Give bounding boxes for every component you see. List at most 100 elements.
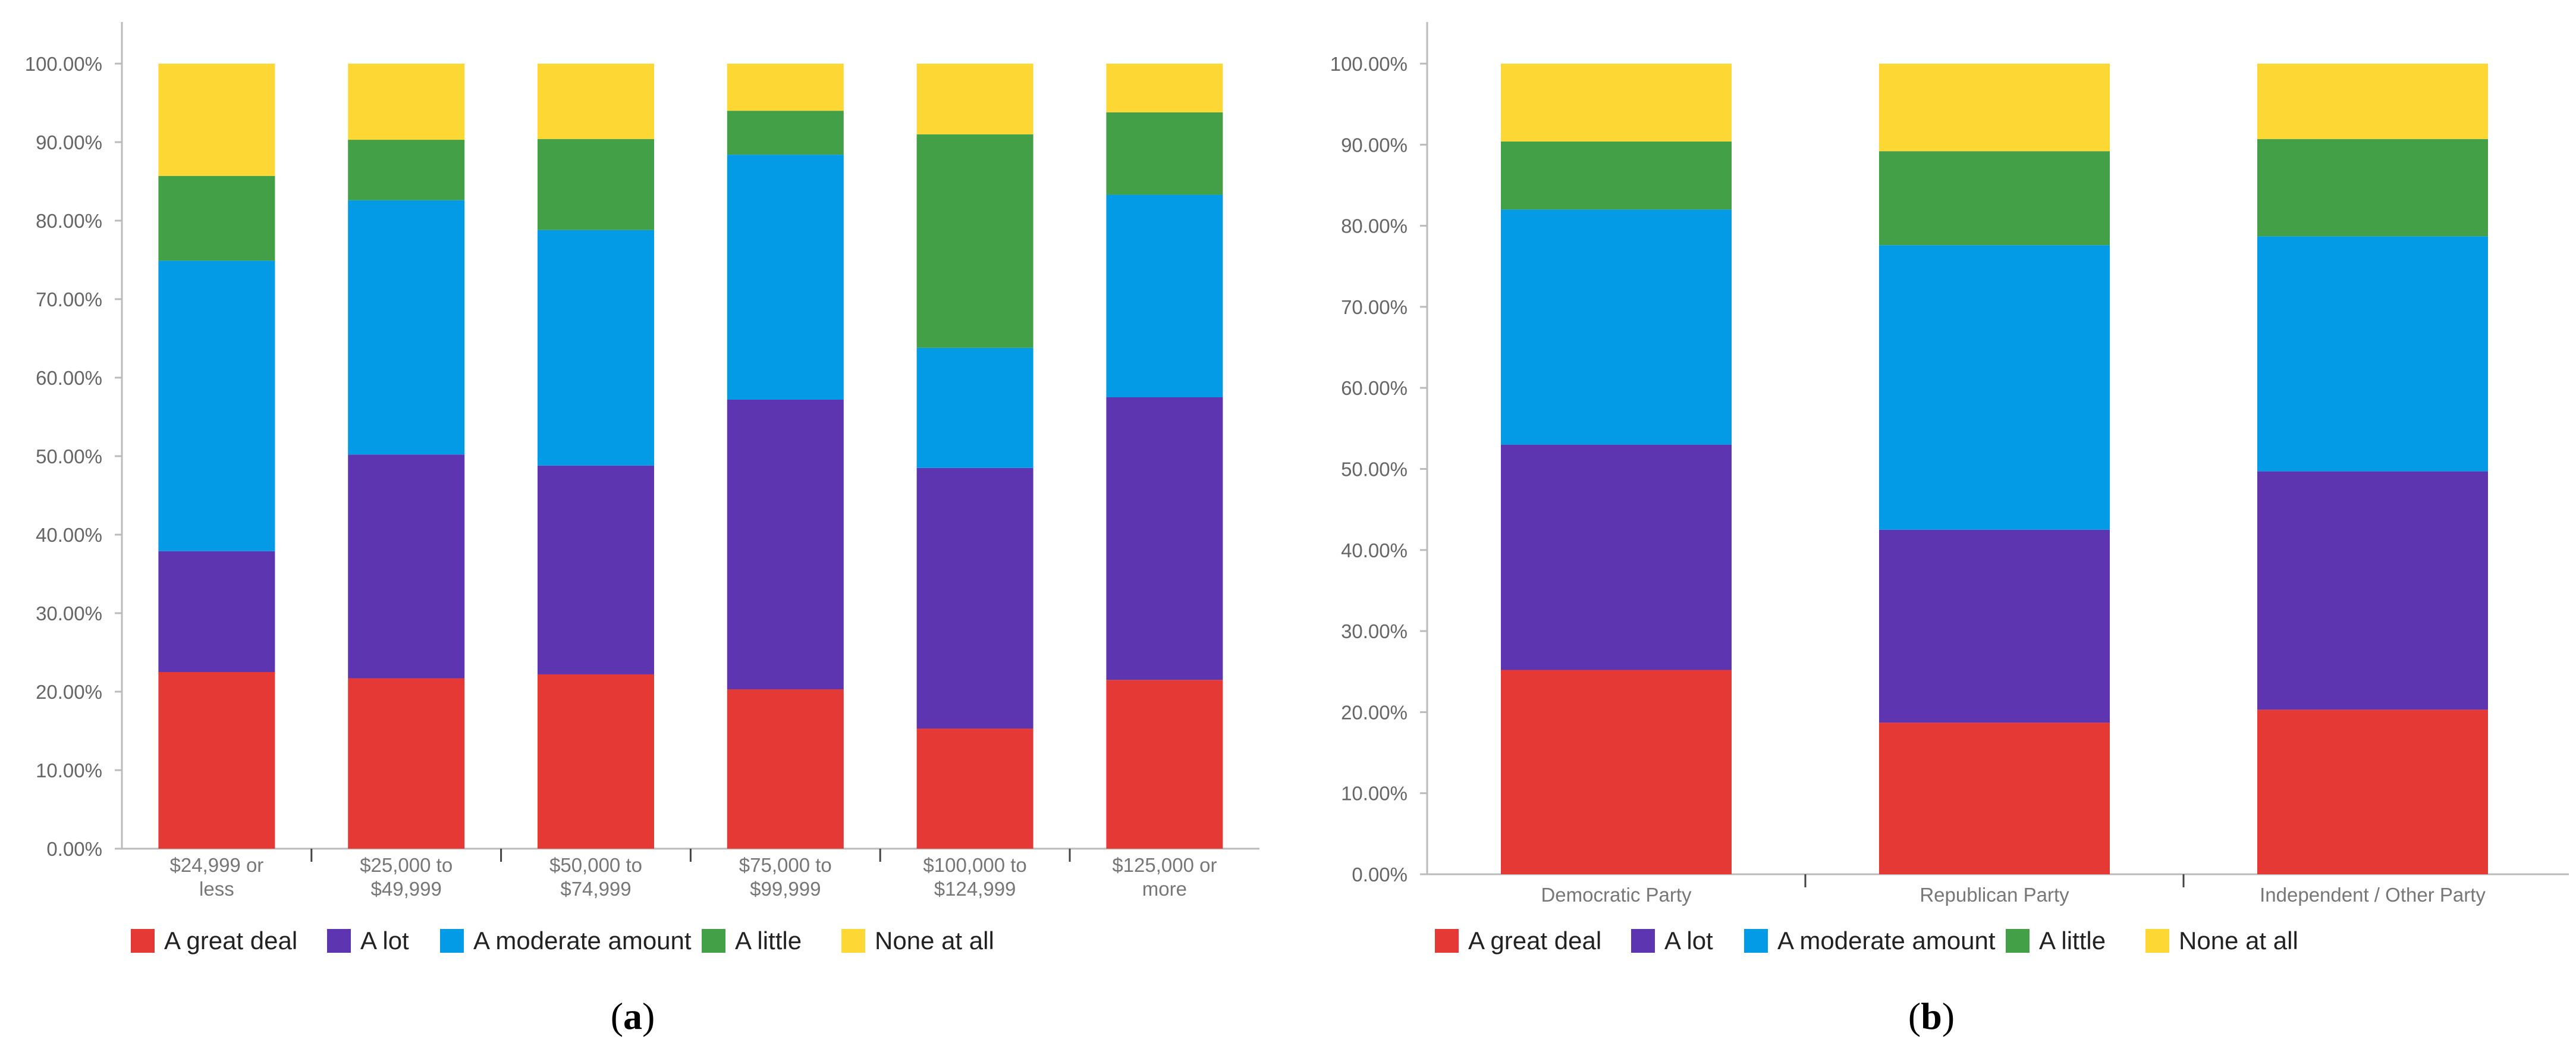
chart-a-y-tick-label: 40.00%	[36, 524, 102, 546]
chart-b-bar-a-great-deal	[2257, 710, 2488, 874]
chart-b-y-tick-label: 80.00%	[1341, 215, 1408, 237]
chart-b-y-tick-label: 60.00%	[1341, 377, 1408, 399]
chart-a-y-tick-label: 70.00%	[36, 288, 102, 310]
chart-b-bar-a-little	[1501, 141, 1732, 210]
chart-a-bar-none-at-all	[916, 64, 1033, 134]
chart-a-y-tick-label: 80.00%	[36, 210, 102, 232]
chart-a-bar-none-at-all	[158, 64, 275, 176]
chart-a-bar-a-great-deal	[348, 678, 465, 849]
chart-b-y-tick-label: 100.00%	[1330, 53, 1408, 75]
chart-b-legend-label: A great deal	[1468, 927, 1601, 955]
chart-b-bar-a-great-deal	[1501, 670, 1732, 874]
chart-b-y-tick-label: 0.00%	[1352, 864, 1408, 886]
chart-a-legend-label: A moderate amount	[473, 927, 692, 955]
chart-a-y-tick-label: 20.00%	[36, 681, 102, 703]
chart-a-x-tick-label: less	[199, 878, 234, 900]
chart-a-y-tick-label: 60.00%	[36, 367, 102, 389]
chart-a-bar-a-little	[158, 175, 275, 261]
chart-b-legend-label: A little	[2039, 927, 2106, 955]
chart-b-bar-a-lot	[2257, 471, 2488, 710]
chart-a-x-tick-label: $100,000 to	[923, 854, 1026, 876]
chart-b-legend-swatch-none-at-all	[2145, 929, 2169, 953]
chart-a-x-tick-label: $49,999	[371, 878, 442, 900]
chart-a-bar-a-moderate-amount	[348, 200, 465, 455]
chart-b-legend-label: A moderate amount	[1777, 927, 1996, 955]
chart-a-x-tick-label: $25,000 to	[360, 854, 453, 876]
chart-b-bar-none-at-all	[1879, 64, 2110, 152]
chart-a-legend-label: None at all	[875, 927, 994, 955]
chart-a-x-tick-label: $50,000 to	[549, 854, 642, 876]
chart-a-x-tick-label: $99,999	[750, 878, 821, 900]
chart-a-panel-label: (a)	[611, 995, 655, 1037]
chart-a-bar-none-at-all	[1106, 64, 1223, 112]
chart-a-bar-a-lot	[916, 467, 1033, 729]
chart-b-legend-swatch-a-lot	[1631, 929, 1655, 953]
chart-a-bar-a-little	[916, 134, 1033, 348]
chart-a-bar-none-at-all	[348, 64, 465, 140]
chart-a-bar-a-great-deal	[727, 689, 844, 849]
chart-a-bar-a-lot	[348, 454, 465, 679]
chart-b-y-tick-label: 70.00%	[1341, 296, 1408, 318]
chart-a-bar-a-great-deal	[1106, 680, 1223, 849]
chart-b-bar-a-lot	[1501, 444, 1732, 670]
chart-b-panel-label: (b)	[1908, 995, 1955, 1037]
chart-a-legend-label: A great deal	[164, 927, 297, 955]
chart-a-legend-label: A little	[735, 927, 802, 955]
chart-b-bar-a-moderate-amount	[2257, 236, 2488, 472]
chart-a-legend-swatch-a-lot	[327, 929, 351, 953]
chart-a-legend-swatch-a-little	[702, 929, 725, 953]
chart-a-bar-a-little	[727, 111, 844, 155]
chart-a-bar-a-moderate-amount	[158, 260, 275, 551]
chart-a-bar-none-at-all	[538, 64, 654, 139]
chart-b-bar-a-little	[2257, 139, 2488, 237]
chart-a-bar-a-moderate-amount	[916, 347, 1033, 468]
chart-a-y-tick-label: 30.00%	[36, 602, 102, 624]
chart-a-bar-a-moderate-amount	[1106, 194, 1223, 397]
chart-a-bar-a-lot	[158, 551, 275, 672]
chart-b-bar-a-lot	[1879, 529, 2110, 723]
chart-b-x-tick-label: Democratic Party	[1541, 884, 1692, 906]
chart-a-x-tick-label: $74,999	[560, 878, 631, 900]
chart-a-bar-a-lot	[727, 399, 844, 690]
chart-a-bar-a-great-deal	[916, 729, 1033, 849]
chart-a-x-tick-label: $24,999 or	[169, 854, 263, 876]
chart-b-x-tick-label: Independent / Other Party	[2260, 884, 2486, 906]
chart-b-y-tick-label: 90.00%	[1341, 134, 1408, 156]
chart-a-bar-a-little	[1106, 112, 1223, 195]
chart-a-x-tick-label: $125,000 or	[1112, 854, 1217, 876]
chart-a-bar-a-lot	[538, 465, 654, 674]
chart-b-legend-swatch-a-great-deal	[1435, 929, 1459, 953]
chart-a-legend-swatch-none-at-all	[841, 929, 865, 953]
chart-b-y-tick-label: 40.00%	[1341, 539, 1408, 561]
chart-b-bar-a-moderate-amount	[1879, 245, 2110, 530]
chart-a-x-tick-label: $124,999	[934, 878, 1016, 900]
chart-b-bar-none-at-all	[2257, 64, 2488, 139]
chart-a-bar-a-moderate-amount	[538, 230, 654, 466]
chart-a-legend-swatch-a-great-deal	[131, 929, 155, 953]
chart-a-y-tick-label: 10.00%	[36, 759, 102, 781]
chart-a-legend-swatch-a-moderate-amount	[440, 929, 464, 953]
chart-b-y-tick-label: 30.00%	[1341, 620, 1408, 642]
chart-a-x-tick-label: $75,000 to	[739, 854, 832, 876]
chart-a-y-tick-label: 0.00%	[46, 838, 102, 860]
chart-b-legend-label: A lot	[1664, 927, 1713, 955]
chart-b-legend-label: None at all	[2179, 927, 2298, 955]
chart-a-bar-a-great-deal	[158, 672, 275, 849]
chart-a-legend-label: A lot	[360, 927, 409, 955]
chart-b-bar-a-great-deal	[1879, 723, 2110, 874]
chart-b-bar-none-at-all	[1501, 64, 1732, 142]
chart-a-bar-a-little	[538, 139, 654, 230]
chart-a-y-tick-label: 90.00%	[36, 131, 102, 153]
chart-b-y-tick-label: 50.00%	[1341, 459, 1408, 481]
chart-b-bar-a-moderate-amount	[1501, 209, 1732, 445]
chart-b-legend-swatch-a-little	[2006, 929, 2030, 953]
chart-a-bar-a-little	[348, 140, 465, 200]
chart-b-y-tick-label: 20.00%	[1341, 701, 1408, 723]
chart-a-y-tick-label: 50.00%	[36, 445, 102, 467]
chart-b-y-tick-label: 10.00%	[1341, 783, 1408, 805]
chart-a-bar-a-great-deal	[538, 674, 654, 849]
chart-a-bar-a-moderate-amount	[727, 155, 844, 400]
chart-a-x-tick-label: more	[1142, 878, 1187, 900]
chart-b-legend-swatch-a-moderate-amount	[1744, 929, 1768, 953]
